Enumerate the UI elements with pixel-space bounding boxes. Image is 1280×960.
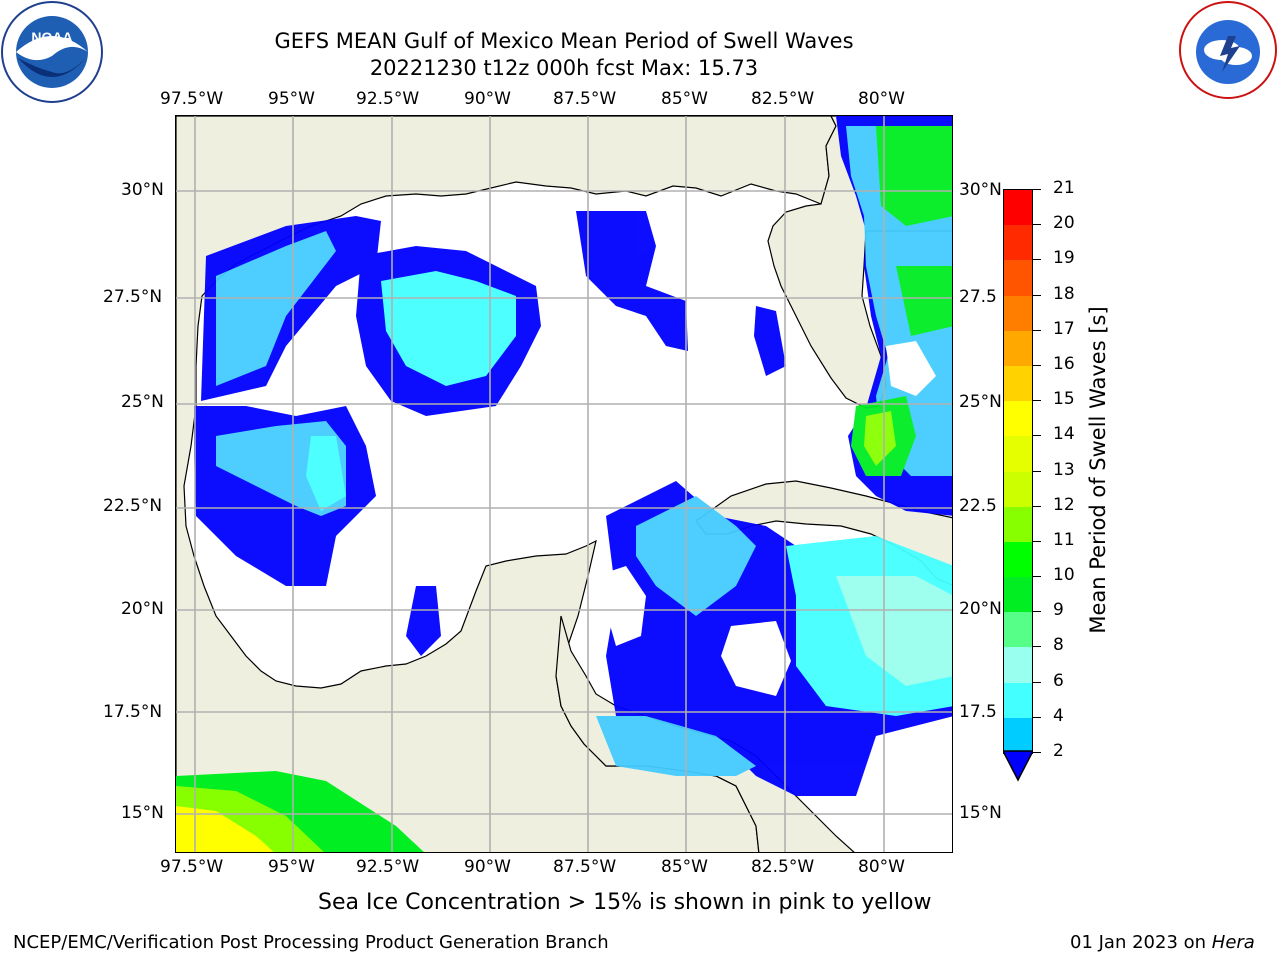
pacific-swell-field [176, 771, 424, 852]
colorbar-tick-label: 10 [1053, 565, 1075, 586]
lon-tick: 97.5°W [160, 857, 224, 877]
graticule [176, 116, 952, 852]
colorbar-tick-mark [1033, 576, 1041, 578]
footer-machine: Hera [1211, 932, 1255, 953]
footer-credit: NCEP/EMC/Verification Post Processing Pr… [13, 932, 609, 953]
colorbar-segment [1003, 330, 1033, 367]
lat-tick: 25°N [959, 392, 1002, 412]
lat-tick: 22.5 [959, 496, 997, 516]
lat-tick: 15°N [959, 803, 1002, 823]
colorbar-tick-mark [1033, 364, 1041, 366]
lon-tick: 95°W [268, 857, 315, 877]
colorbar-tick-mark [1033, 646, 1041, 648]
lon-tick: 95°W [268, 89, 315, 109]
lon-tick: 92.5°W [356, 857, 420, 877]
colorbar-segment [1003, 541, 1033, 578]
colorbar-tick-label: 9 [1053, 600, 1064, 621]
lon-tick: 87.5°W [553, 89, 617, 109]
lon-tick: 92.5°W [356, 89, 420, 109]
lon-tick: 82.5°W [751, 89, 815, 109]
colorbar-tick-label: 21 [1053, 178, 1075, 198]
sea-ice-note: Sea Ice Concentration > 15% is shown in … [318, 890, 932, 915]
colorbar-segment [1003, 577, 1033, 613]
colorbar-tick-mark [1033, 224, 1041, 226]
chart-subtitle-date: 20221230 t12z 000h fcst Max: 15.73 [369, 56, 759, 80]
lon-tick: 97.5°W [160, 89, 224, 109]
colorbar-tick-label: 8 [1053, 635, 1064, 656]
colorbar-tick-label: 13 [1053, 459, 1075, 480]
colorbar-segment [1003, 190, 1033, 226]
chart-title: GEFS MEAN Gulf of Mexico Mean Period of … [274, 29, 854, 53]
colorbar-tick-mark [1033, 752, 1041, 753]
colorbar-segment [1003, 682, 1033, 719]
lon-tick: 80°W [858, 89, 905, 109]
lat-tick: 20°N [121, 599, 164, 619]
colorbar-tick-label: 11 [1053, 529, 1075, 550]
colorbar-tick-mark [1033, 716, 1041, 718]
swell-field [194, 116, 952, 796]
colorbar-tick-label: 20 [1053, 213, 1075, 234]
lon-tick: 90°W [464, 89, 511, 109]
colorbar-segment [1003, 260, 1033, 297]
colorbar-tick-label: 12 [1053, 494, 1075, 515]
colorbar-tick-mark [1033, 189, 1041, 190]
lat-tick: 17.5 [959, 702, 997, 722]
map-panel [175, 115, 953, 853]
lat-tick: 27.5°N [103, 287, 163, 307]
colorbar-extend-arrow [1003, 750, 1033, 782]
lat-tick: 30°N [121, 180, 164, 200]
colorbar [1003, 189, 1033, 754]
colorbar-tick-label: 16 [1053, 353, 1075, 374]
colorbar-tick-label: 4 [1053, 705, 1064, 726]
colorbar-segment [1003, 365, 1033, 402]
lat-tick: 22.5°N [103, 496, 163, 516]
lat-tick: 25°N [121, 392, 164, 412]
nws-logo [1178, 0, 1278, 100]
colorbar-tick-mark [1033, 681, 1041, 683]
colorbar-tick-label: 14 [1053, 424, 1075, 445]
map-canvas [176, 116, 952, 852]
colorbar-tick-mark [1033, 400, 1041, 402]
colorbar-tick-mark [1033, 540, 1041, 542]
colorbar-segment [1003, 436, 1033, 472]
noaa-logo: NOAA [0, 0, 104, 104]
lat-tick: 17.5°N [103, 702, 163, 722]
colorbar-segment [1003, 471, 1033, 508]
colorbar-tick-label: 2 [1053, 741, 1064, 761]
colorbar-segment [1003, 647, 1033, 684]
footer-date-text: 01 Jan 2023 on [1070, 932, 1212, 953]
colorbar-segment [1003, 506, 1033, 543]
lon-tick: 90°W [464, 857, 511, 877]
lat-tick: 20°N [959, 599, 1002, 619]
lon-tick: 85°W [661, 89, 708, 109]
colorbar-segment [1003, 295, 1033, 332]
colorbar-tick-mark [1033, 294, 1041, 296]
lat-tick: 27.5 [959, 287, 997, 307]
colorbar-tick-mark [1033, 505, 1041, 507]
colorbar-tick-mark [1033, 470, 1041, 472]
colorbar-segment [1003, 717, 1033, 754]
colorbar-segment [1003, 612, 1033, 648]
colorbar-tick-mark [1033, 329, 1041, 331]
lon-tick: 82.5°W [751, 857, 815, 877]
lon-tick: 85°W [661, 857, 708, 877]
colorbar-tick-label: 18 [1053, 283, 1075, 304]
lat-tick: 15°N [121, 803, 164, 823]
lon-tick: 87.5°W [553, 857, 617, 877]
colorbar-title: Mean Period of Swell Waves [s] [1086, 306, 1110, 634]
colorbar-tick-label: 19 [1053, 248, 1075, 269]
colorbar-segment [1003, 401, 1033, 437]
colorbar-tick-mark [1033, 435, 1041, 437]
lon-tick: 80°W [858, 857, 905, 877]
colorbar-tick-mark [1033, 611, 1041, 613]
colorbar-segment [1003, 225, 1033, 261]
footer-date: 01 Jan 2023 on Hera [1070, 932, 1255, 953]
svg-text:NOAA: NOAA [31, 29, 72, 45]
lat-tick: 30°N [959, 180, 1002, 200]
colorbar-tick-mark [1033, 259, 1041, 261]
colorbar-tick-label: 6 [1053, 670, 1064, 691]
colorbar-tick-label: 17 [1053, 318, 1075, 339]
colorbar-tick-label: 15 [1053, 389, 1075, 410]
